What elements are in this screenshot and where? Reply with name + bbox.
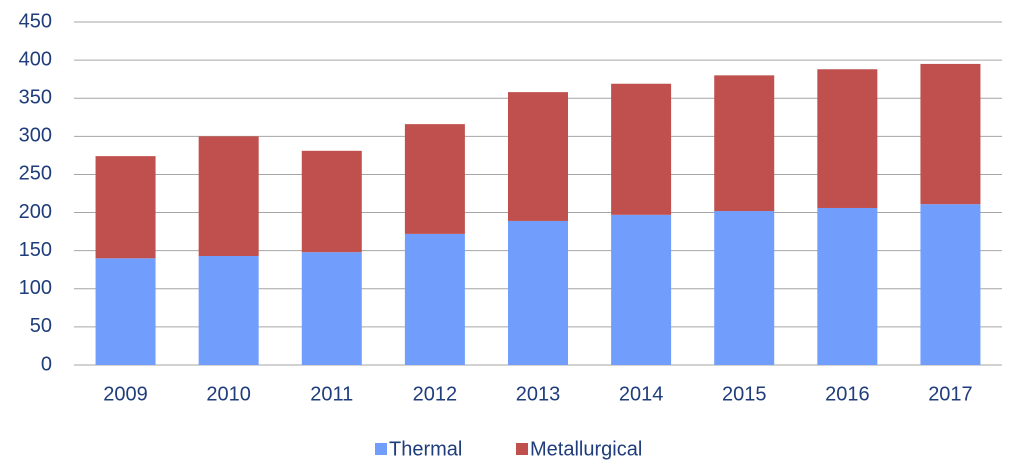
y-tick-label: 200 [19,201,52,223]
y-tick-label: 50 [30,315,52,337]
bar-segment [817,207,878,365]
bar-segment [714,211,775,365]
bar-segment [817,69,878,208]
bar-segment [198,256,259,365]
legend-label: Metallurgical [530,438,642,460]
bar-segment [95,258,156,365]
x-tick-label: 2010 [206,383,251,405]
y-tick-label: 400 [19,48,52,70]
x-tick-label: 2013 [516,383,561,405]
bar-segment [611,83,672,215]
y-tick-label: 350 [19,87,52,109]
x-tick-label: 2015 [722,383,767,405]
y-tick-label: 150 [19,239,52,261]
y-tick-label: 0 [41,353,52,375]
y-tick-label: 450 [19,10,52,32]
bar-segment [198,136,259,257]
y-tick-label: 100 [19,277,52,299]
x-tick-label: 2011 [310,383,353,405]
bar-segment [611,214,672,365]
x-tick-label: 2009 [103,383,148,405]
y-tick-label: 250 [19,163,52,185]
bar-segment [508,92,568,221]
bar-segment [301,150,362,253]
x-tick-label: 2014 [619,383,664,405]
x-tick-label: 2016 [825,383,870,405]
bar-segment [404,233,465,365]
legend-swatch [375,443,387,455]
x-tick-label: 2012 [413,383,458,405]
bar-segment [508,220,568,365]
x-tick-label: 2017 [928,383,973,405]
legend-label: Thermal [389,438,462,460]
bar-segment [301,252,362,365]
legend-swatch [516,443,528,455]
y-tick-label: 300 [19,125,52,147]
bar-segment [404,124,465,234]
bar-segment [95,156,156,259]
bar-segment [920,204,981,365]
bar-segment [920,63,981,205]
bar-segment [714,75,775,212]
